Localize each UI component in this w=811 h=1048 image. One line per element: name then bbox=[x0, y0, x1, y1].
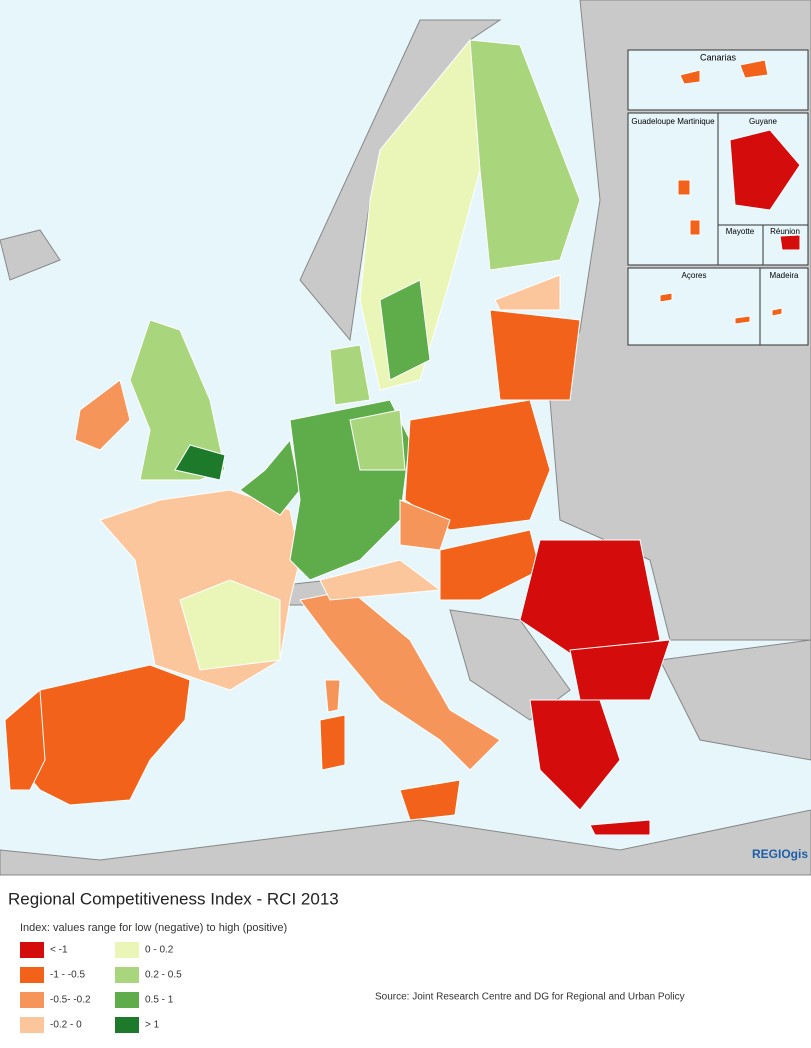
legend-label: > 1 bbox=[145, 1020, 160, 1031]
region bbox=[679, 69, 701, 85]
region bbox=[319, 714, 346, 771]
legend-swatch bbox=[20, 967, 44, 983]
region bbox=[324, 679, 341, 713]
region bbox=[779, 234, 801, 251]
inset-label: Madeira bbox=[770, 271, 799, 280]
inset-label: Guyane bbox=[749, 117, 778, 126]
region bbox=[494, 274, 561, 311]
legend: < -1 -1 - -0.5 -0.5- -0.2 -0.2 - 0 0 - 0.2 0.… bbox=[20, 942, 182, 1033]
inset-label: Açores bbox=[682, 271, 707, 280]
regions bbox=[4, 38, 671, 836]
subtitle: Index: values range for low (negative) t… bbox=[20, 922, 287, 934]
legend-label: < -1 bbox=[50, 945, 68, 956]
region bbox=[399, 779, 461, 821]
region bbox=[299, 589, 501, 771]
legend-swatch bbox=[115, 967, 139, 983]
legend-label: 0 - 0.2 bbox=[145, 945, 174, 956]
region bbox=[739, 59, 769, 79]
legend-label: -1 - -0.5 bbox=[50, 970, 85, 981]
region bbox=[379, 279, 431, 381]
region bbox=[174, 444, 226, 481]
region bbox=[4, 688, 46, 791]
region bbox=[469, 39, 581, 271]
inset-label: Guadeloupe Martinique bbox=[631, 117, 715, 126]
region bbox=[179, 579, 281, 671]
legend-label: -0.5- -0.2 bbox=[50, 995, 91, 1006]
inset-label: Mayotte bbox=[726, 227, 755, 236]
region bbox=[439, 529, 541, 601]
region bbox=[529, 699, 621, 811]
source: Source: Joint Research Centre and DG for… bbox=[375, 992, 685, 1003]
legend-swatch bbox=[20, 992, 44, 1008]
region bbox=[734, 315, 751, 325]
region bbox=[569, 639, 671, 701]
region bbox=[771, 307, 783, 317]
region bbox=[689, 219, 701, 236]
region bbox=[239, 438, 301, 516]
legend-label: -0.2 - 0 bbox=[50, 1020, 82, 1031]
inset-label: Canarias bbox=[700, 52, 737, 62]
legend-label: 0.5 - 1 bbox=[145, 995, 174, 1006]
region bbox=[74, 379, 131, 451]
region bbox=[349, 409, 406, 471]
region bbox=[489, 309, 581, 401]
legend-label: 0.2 - 0.5 bbox=[145, 970, 182, 981]
region bbox=[729, 129, 801, 211]
legend-swatch bbox=[115, 992, 139, 1008]
region bbox=[677, 179, 691, 196]
legend-swatch bbox=[115, 1017, 139, 1033]
legend-swatch bbox=[20, 1017, 44, 1033]
insets: Canarias Guadeloupe Martinique Guyane Ma… bbox=[627, 49, 809, 346]
inset-label: Réunion bbox=[770, 227, 800, 236]
region bbox=[329, 344, 371, 406]
logo: REGIOgis bbox=[752, 847, 808, 861]
legend-swatch bbox=[115, 942, 139, 958]
title: Regional Competitiveness Index - RCI 201… bbox=[8, 889, 339, 908]
legend-swatch bbox=[20, 942, 44, 958]
region bbox=[659, 292, 673, 303]
region bbox=[589, 819, 651, 836]
